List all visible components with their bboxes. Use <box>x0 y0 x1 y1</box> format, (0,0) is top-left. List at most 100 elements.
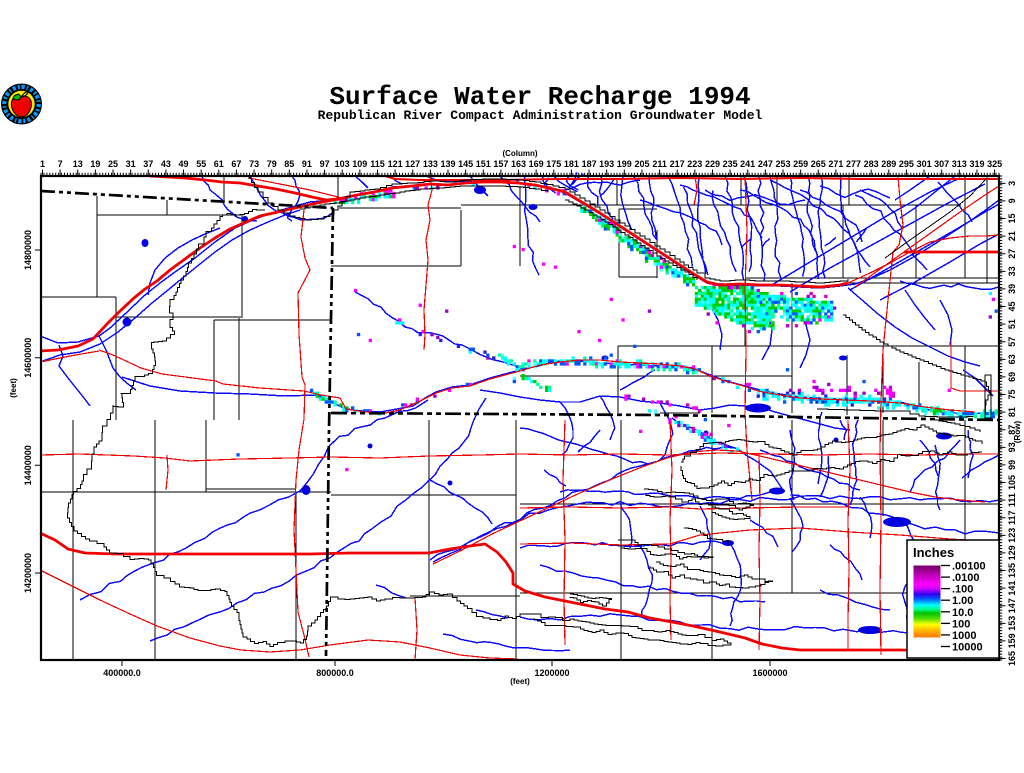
svg-text:283: 283 <box>864 159 879 169</box>
svg-text:13: 13 <box>73 159 83 169</box>
svg-text:111: 111 <box>1007 493 1017 507</box>
svg-text:93: 93 <box>1007 442 1017 452</box>
svg-text:81: 81 <box>1007 407 1017 417</box>
svg-text:271: 271 <box>828 159 843 169</box>
svg-text:121: 121 <box>388 159 403 169</box>
svg-text:57: 57 <box>1007 337 1017 347</box>
svg-text:253: 253 <box>775 159 790 169</box>
svg-text:141: 141 <box>1007 581 1017 596</box>
svg-text:79: 79 <box>267 159 277 169</box>
svg-text:193: 193 <box>599 159 614 169</box>
svg-text:187: 187 <box>582 159 597 169</box>
svg-text:103: 103 <box>335 159 350 169</box>
svg-text:153: 153 <box>1007 616 1017 631</box>
svg-text:115: 115 <box>370 159 385 169</box>
svg-text:199: 199 <box>617 159 632 169</box>
svg-text:21: 21 <box>1007 231 1017 241</box>
svg-text:15: 15 <box>1007 213 1017 223</box>
svg-text:(Column): (Column) <box>502 149 537 158</box>
svg-text:99: 99 <box>1007 460 1017 470</box>
svg-text:289: 289 <box>881 159 896 169</box>
svg-text:129: 129 <box>1007 545 1017 560</box>
svg-text:117: 117 <box>1007 510 1017 525</box>
svg-text:1000: 1000 <box>952 630 976 642</box>
svg-text:105: 105 <box>1007 475 1017 490</box>
svg-text:313: 313 <box>952 159 967 169</box>
svg-text:229: 229 <box>705 159 720 169</box>
svg-text:Inches: Inches <box>913 545 954 560</box>
svg-text:67: 67 <box>231 159 241 169</box>
svg-text:400000.0: 400000.0 <box>103 668 141 678</box>
svg-text:259: 259 <box>793 159 808 169</box>
svg-text:307: 307 <box>934 159 949 169</box>
svg-text:14400000: 14400000 <box>23 445 33 485</box>
svg-text:61: 61 <box>214 159 224 169</box>
svg-text:(feet): (feet) <box>9 378 18 398</box>
svg-text:39: 39 <box>1007 284 1017 294</box>
svg-text:3: 3 <box>1007 181 1017 186</box>
svg-text:301: 301 <box>917 159 932 169</box>
svg-text:43: 43 <box>161 159 171 169</box>
svg-text:241: 241 <box>740 159 755 169</box>
svg-text:87: 87 <box>1007 425 1017 435</box>
svg-text:7: 7 <box>58 159 63 169</box>
svg-text:69: 69 <box>1007 372 1017 382</box>
svg-text:63: 63 <box>1007 354 1017 364</box>
svg-text:(Row): (Row) <box>1013 421 1022 444</box>
svg-text:49: 49 <box>178 159 188 169</box>
svg-text:265: 265 <box>811 159 826 169</box>
svg-text:33: 33 <box>1007 266 1017 276</box>
svg-text:9: 9 <box>1007 198 1017 203</box>
svg-text:1.00: 1.00 <box>952 595 973 607</box>
svg-text:163: 163 <box>511 159 526 169</box>
svg-text:1600000: 1600000 <box>752 668 787 678</box>
svg-text:147: 147 <box>1007 598 1017 613</box>
svg-text:295: 295 <box>899 159 914 169</box>
svg-text:37: 37 <box>143 159 153 169</box>
svg-text:45: 45 <box>1007 301 1017 311</box>
svg-text:325: 325 <box>987 159 1002 169</box>
svg-text:75: 75 <box>1007 389 1017 399</box>
svg-text:.0100: .0100 <box>952 572 980 584</box>
svg-text:133: 133 <box>423 159 438 169</box>
svg-text:247: 247 <box>758 159 773 169</box>
svg-text:1200000: 1200000 <box>534 668 569 678</box>
svg-text:25: 25 <box>108 159 118 169</box>
svg-text:27: 27 <box>1007 249 1017 259</box>
svg-text:145: 145 <box>458 159 473 169</box>
svg-text:277: 277 <box>846 159 861 169</box>
svg-text:139: 139 <box>440 159 455 169</box>
svg-text:10000: 10000 <box>952 642 983 654</box>
svg-text:800000.0: 800000.0 <box>316 668 354 678</box>
svg-text:73: 73 <box>249 159 259 169</box>
svg-text:.100: .100 <box>952 584 973 596</box>
svg-text:14800000: 14800000 <box>23 230 33 270</box>
svg-text:85: 85 <box>284 159 294 169</box>
svg-text:205: 205 <box>634 159 649 169</box>
svg-text:19: 19 <box>90 159 100 169</box>
svg-text:123: 123 <box>1007 528 1017 543</box>
svg-text:151: 151 <box>476 159 491 169</box>
svg-text:175: 175 <box>546 159 561 169</box>
svg-text:14200000: 14200000 <box>23 553 33 593</box>
svg-text:31: 31 <box>126 159 136 169</box>
svg-text:(feet): (feet) <box>510 677 530 686</box>
svg-text:97: 97 <box>320 159 330 169</box>
svg-text:109: 109 <box>352 159 367 169</box>
svg-text:319: 319 <box>969 159 984 169</box>
svg-text:135: 135 <box>1007 563 1017 578</box>
svg-text:.00100: .00100 <box>952 561 986 573</box>
svg-text:181: 181 <box>564 159 579 169</box>
svg-text:100: 100 <box>952 618 970 630</box>
svg-text:55: 55 <box>196 159 206 169</box>
svg-text:223: 223 <box>687 159 702 169</box>
svg-text:169: 169 <box>529 159 544 169</box>
svg-text:217: 217 <box>670 159 685 169</box>
svg-text:159: 159 <box>1007 633 1017 648</box>
svg-text:51: 51 <box>1007 319 1017 329</box>
svg-text:1: 1 <box>40 159 45 169</box>
svg-text:10.0: 10.0 <box>952 607 973 619</box>
svg-text:165: 165 <box>1007 651 1017 666</box>
svg-text:211: 211 <box>652 159 667 169</box>
svg-text:157: 157 <box>493 159 508 169</box>
